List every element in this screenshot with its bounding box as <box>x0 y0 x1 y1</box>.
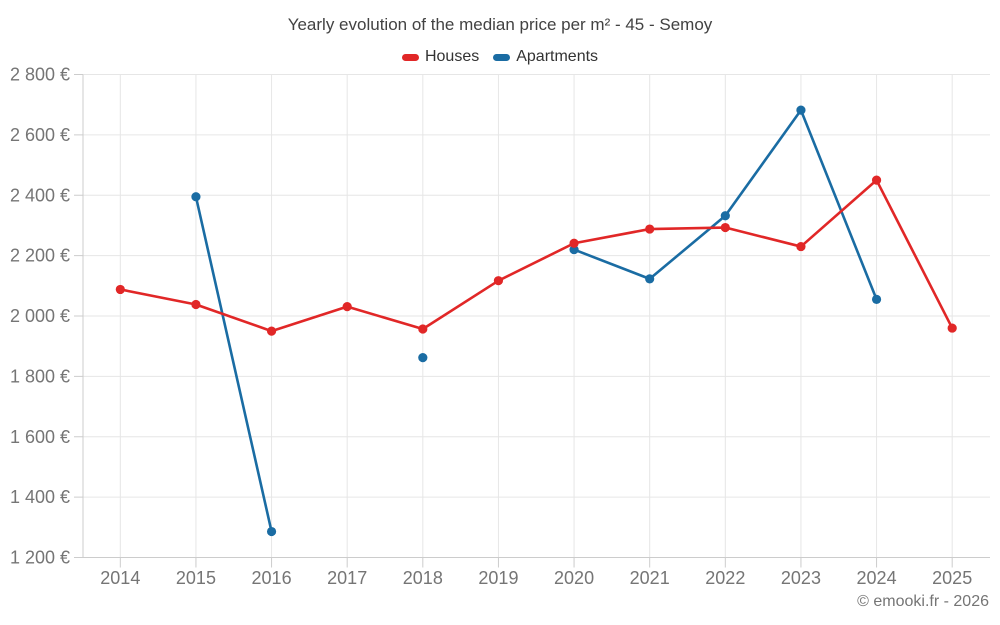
credit-text: © emooki.fr - 2026 <box>857 593 989 610</box>
apartments-point-2016[interactable] <box>266 526 277 537</box>
x-axis-label: 2020 <box>554 568 594 588</box>
apartments-line <box>194 195 273 533</box>
legend-item-houses[interactable]: Houses <box>401 48 480 66</box>
x-axis-label: 2019 <box>478 568 518 588</box>
apartments-point-2018[interactable] <box>418 353 428 363</box>
apartments-legend-label: Apartments <box>516 48 599 65</box>
y-axis-label: 2 000 € <box>10 306 70 326</box>
houses-point-2015[interactable] <box>191 299 201 310</box>
apartments-point-2022[interactable] <box>720 211 730 221</box>
x-axis-label: 2024 <box>857 568 897 588</box>
legend-item-apartments[interactable]: Apartments <box>493 48 598 66</box>
y-axis-label: 1 600 € <box>10 427 70 447</box>
y-axis-label: 1 800 € <box>10 366 70 386</box>
y-axis-label: 1 400 € <box>10 487 70 507</box>
legend: Houses Apartments <box>0 46 1000 68</box>
x-axis-label: 2022 <box>705 568 745 588</box>
houses-point-2020[interactable] <box>569 238 579 248</box>
x-axis-label: 2018 <box>403 568 443 588</box>
houses-point-2021[interactable] <box>645 224 655 234</box>
apartments-legend-swatch-icon <box>493 53 511 61</box>
apartments-point-2015[interactable] <box>191 192 201 202</box>
y-axis-label: 2 800 € <box>10 65 70 85</box>
houses-point-2022[interactable] <box>720 222 730 233</box>
x-axis-label: 2023 <box>781 568 821 588</box>
apartments-point-2020[interactable] <box>569 244 579 255</box>
apartments-point-2024[interactable] <box>871 294 882 304</box>
houses-point-2024[interactable] <box>871 175 882 185</box>
houses-legend-swatch-icon <box>401 53 419 61</box>
y-axis-label: 2 600 € <box>10 125 70 145</box>
houses-point-2025[interactable] <box>947 323 957 333</box>
y-axis-label: 2 200 € <box>10 246 70 266</box>
houses-point-2018[interactable] <box>418 324 428 334</box>
chart-title: Yearly evolution of the median price per… <box>287 15 713 34</box>
apartments-point-2021[interactable] <box>645 274 655 284</box>
houses-point-2017[interactable] <box>342 302 352 312</box>
houses-legend-label: Houses <box>424 48 480 65</box>
x-axis-label: 2014 <box>100 568 140 588</box>
x-axis-label: 2016 <box>252 568 292 588</box>
houses-point-2014[interactable] <box>115 284 125 295</box>
houses-point-2016[interactable] <box>266 326 277 336</box>
houses-point-2019[interactable] <box>493 276 504 286</box>
houses-point-2023[interactable] <box>796 241 806 252</box>
x-axis-label: 2021 <box>630 568 670 588</box>
y-axis-label: 2 400 € <box>10 185 70 205</box>
x-axis-label: 2025 <box>932 568 972 588</box>
apartments-point-2023[interactable] <box>796 105 806 115</box>
x-axis-label: 2015 <box>176 568 216 588</box>
x-axis-label: 2017 <box>327 568 367 588</box>
houses-line <box>119 178 954 333</box>
y-axis-label: 1 200 € <box>10 548 70 568</box>
